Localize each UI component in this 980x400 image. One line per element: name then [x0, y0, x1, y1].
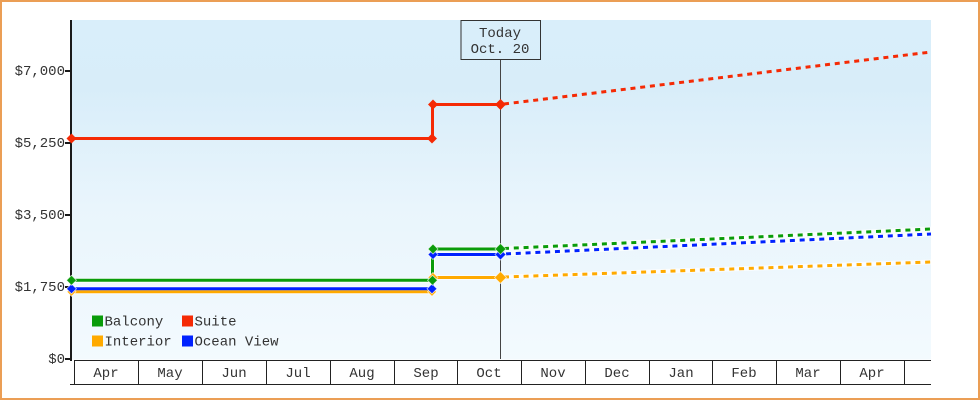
svg-text:Aug: Aug — [349, 366, 374, 382]
svg-text:Today: Today — [479, 26, 521, 42]
svg-text:$1,750: $1,750 — [15, 280, 65, 296]
svg-text:Apr: Apr — [859, 366, 884, 382]
svg-text:Jan: Jan — [668, 366, 693, 382]
svg-text:$0: $0 — [48, 352, 65, 368]
svg-text:Dec: Dec — [604, 366, 629, 382]
svg-text:Balcony: Balcony — [105, 315, 164, 331]
svg-text:$5,250: $5,250 — [15, 136, 65, 152]
svg-text:Jul: Jul — [285, 366, 310, 382]
svg-text:Oct: Oct — [476, 366, 501, 382]
svg-text:Ocean View: Ocean View — [195, 335, 280, 351]
svg-text:Nov: Nov — [540, 366, 565, 382]
svg-text:Apr: Apr — [93, 366, 118, 382]
svg-text:$3,500: $3,500 — [15, 208, 65, 224]
svg-text:Feb: Feb — [731, 366, 756, 382]
svg-text:Interior: Interior — [105, 335, 172, 351]
svg-text:May: May — [157, 366, 182, 382]
svg-text:$7,000: $7,000 — [15, 64, 65, 80]
svg-text:Suite: Suite — [195, 315, 237, 331]
svg-text:Jun: Jun — [221, 366, 246, 382]
svg-text:Mar: Mar — [795, 366, 820, 382]
svg-text:Sep: Sep — [413, 366, 438, 382]
svg-text:Oct. 20: Oct. 20 — [471, 42, 530, 58]
